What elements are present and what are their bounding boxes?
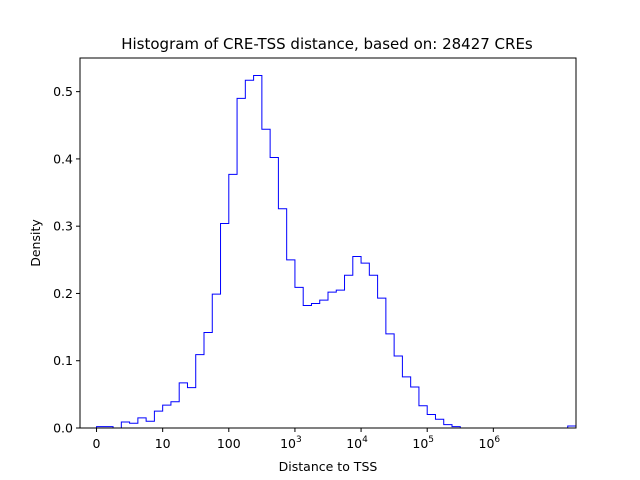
x-tick-label: 100 [217,436,241,451]
x-tick-label: 105 [412,435,434,451]
y-tick-label: 0.2 [53,286,73,301]
y-axis-label: Density [28,219,43,267]
y-tick-label: 0.1 [53,353,73,368]
x-tick-label: 10 [155,436,171,451]
y-tick-label: 0.5 [53,84,73,99]
x-tick-label: 104 [346,435,368,451]
chart-title: Histogram of CRE-TSS distance, based on:… [121,35,533,53]
x-tick-label: 106 [479,435,501,451]
y-tick-label: 0.4 [53,151,73,166]
x-axis-label: Distance to TSS [279,459,378,474]
x-axis: 0 10 100 103 104 105 106 [93,428,501,451]
y-axis: 0.0 0.1 0.2 0.3 0.4 0.5 [53,84,80,436]
x-tick-label: 0 [93,436,101,451]
y-tick-label: 0.0 [53,421,73,436]
histogram-step-line [96,74,577,429]
plot-frame [79,57,577,429]
x-tick-label: 103 [280,435,302,451]
y-tick-label: 0.3 [53,219,73,234]
